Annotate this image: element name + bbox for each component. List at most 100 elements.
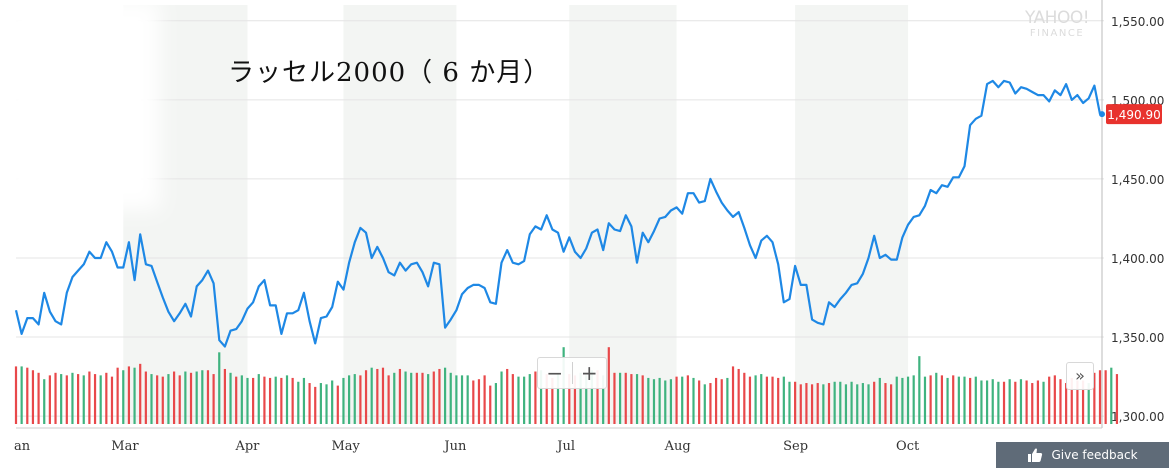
volume-bar: [590, 370, 593, 424]
volume-bar: [229, 372, 232, 424]
volume-bar: [37, 372, 40, 424]
volume-bar: [681, 376, 684, 424]
volume-bar: [285, 375, 289, 424]
volume-bar: [263, 376, 266, 424]
volume-bar: [319, 383, 322, 424]
volume-bar: [127, 366, 131, 424]
x-tick-label: Oct: [896, 439, 920, 454]
volume-bar: [918, 356, 921, 424]
x-tick-label: Sep: [783, 439, 808, 454]
volume-bar: [99, 375, 102, 424]
volume-bar: [26, 367, 29, 424]
volume-bar: [607, 347, 610, 424]
zoom-controls: − +: [537, 357, 607, 389]
volume-bar: [692, 377, 695, 424]
volume-bar: [455, 375, 458, 424]
volume-bar: [816, 383, 819, 424]
volume-bar: [60, 374, 63, 424]
volume-bar: [189, 372, 193, 424]
volume-bar: [827, 383, 831, 424]
volume-bar: [517, 376, 520, 424]
x-tick-label: Apr: [234, 439, 260, 454]
volume-bar: [867, 384, 870, 424]
volume-bar: [449, 372, 452, 424]
volume-bar: [1070, 377, 1073, 424]
volume-bar: [1093, 372, 1096, 424]
watermark-line2: FINANCE: [1029, 28, 1085, 39]
expand-button[interactable]: »: [1066, 362, 1094, 390]
volume-bar: [641, 375, 644, 424]
volume-bar: [822, 384, 825, 424]
volume-bar: [664, 380, 667, 424]
y-tick-label: 1,550.00: [1111, 15, 1164, 29]
volume-bar: [122, 370, 125, 424]
price-badge-label: 1,490.90: [1107, 108, 1160, 122]
volume-bar: [252, 377, 255, 424]
volume-bar: [991, 379, 994, 424]
volume-bar: [404, 371, 407, 424]
volume-bar: [500, 371, 503, 424]
volume-bar: [731, 366, 735, 424]
volume-bar: [460, 375, 464, 424]
volume-bar: [1042, 381, 1045, 424]
zoom-out-button[interactable]: −: [546, 361, 564, 385]
volume-bar: [494, 383, 497, 424]
volume-bar: [957, 376, 960, 424]
volume-bar: [54, 372, 57, 424]
volume-bar: [172, 371, 176, 424]
volume-bar: [206, 370, 210, 424]
volume-bar: [472, 380, 475, 424]
volume-bar: [810, 384, 814, 424]
volume-bar: [1036, 380, 1039, 424]
volume-bar: [82, 375, 85, 424]
volume-bar: [235, 376, 238, 424]
volume-bar: [1014, 381, 1017, 424]
volume-bar: [946, 377, 949, 424]
volume-bar: [144, 371, 147, 424]
volume-bar: [511, 374, 514, 424]
volume-bar: [246, 377, 249, 424]
volume-bar: [782, 376, 785, 424]
volume-bar: [342, 377, 345, 424]
volume-bar: [257, 374, 260, 424]
volume-bar: [212, 374, 215, 424]
volume-bar: [856, 384, 859, 424]
volume-bar: [929, 375, 932, 424]
price-line: [14, 79, 1102, 348]
volume-bar: [737, 368, 740, 424]
volume-bar: [585, 375, 588, 424]
zoom-in-button[interactable]: +: [580, 361, 598, 385]
volume-bar: [1065, 383, 1068, 424]
give-feedback-label: Give feedback: [1051, 448, 1138, 462]
y-tick-label: 1,450.00: [1111, 173, 1164, 187]
volume-bar: [748, 376, 752, 424]
volume-bar: [88, 371, 91, 424]
volume-bar: [483, 375, 486, 424]
volume-bar: [669, 379, 673, 424]
volume-bar: [477, 379, 481, 424]
x-tick-label: Jun: [442, 439, 467, 454]
volume-bar: [743, 372, 746, 424]
volume-bar: [240, 375, 243, 424]
volume-bar: [184, 371, 187, 424]
volume-bar: [156, 375, 159, 424]
volume-bar: [443, 367, 447, 424]
volume-bar: [940, 375, 944, 424]
volume-bar: [93, 374, 97, 424]
volume-bar: [873, 381, 876, 424]
volume-bar: [878, 377, 881, 424]
volume-bar: [314, 386, 317, 424]
give-feedback-button[interactable]: Give feedback: [996, 442, 1169, 468]
volume-bar: [297, 381, 300, 424]
volume-bar: [31, 370, 35, 424]
volume-bar: [1002, 381, 1006, 424]
month-band: [569, 5, 677, 424]
volume-bar: [613, 372, 616, 424]
volume-bar: [568, 374, 571, 424]
volume-bar: [274, 376, 277, 424]
volume-bar: [1104, 370, 1107, 424]
volume-bar: [421, 372, 424, 424]
volume-bar: [709, 383, 712, 424]
volume-bar: [799, 384, 802, 424]
